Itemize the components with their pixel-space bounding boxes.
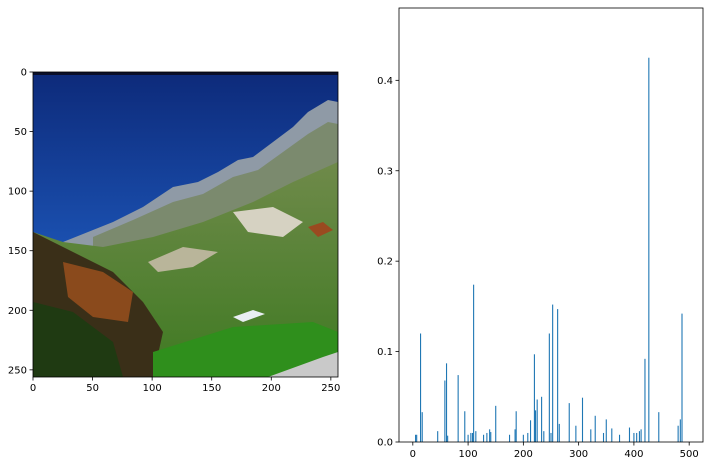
histogram-bar — [475, 431, 477, 442]
bar-y-tick-label: 0.2 — [377, 257, 393, 268]
histogram-bar — [534, 410, 537, 442]
histogram-bar — [648, 57, 650, 443]
histogram-bar — [445, 363, 448, 442]
histogram-bar — [490, 432, 492, 442]
histogram-bar — [575, 425, 577, 442]
bar-y-ticks: 0.0 0.1 0.2 0.3 0.4 — [377, 76, 399, 449]
histogram-bar — [628, 427, 631, 442]
histogram-bar — [677, 425, 679, 442]
histogram-bar — [679, 419, 681, 442]
histogram-bar — [514, 429, 516, 442]
histogram-bar — [508, 434, 511, 442]
histogram-bar — [483, 434, 485, 442]
histogram-bar — [681, 313, 683, 442]
histogram-bar — [444, 380, 446, 442]
bar-x-tick-label: 300 — [569, 449, 588, 460]
bar-panel: 0 100 200 300 400 500 0.0 0.1 0.2 0.3 0.4 — [377, 7, 704, 460]
histogram-bar — [590, 429, 592, 442]
histogram-bar — [420, 333, 422, 442]
histogram-bar — [618, 434, 621, 442]
histogram-bar — [541, 396, 543, 442]
histogram-bar — [605, 419, 607, 442]
histogram-bar — [529, 420, 532, 442]
histogram-bar — [550, 432, 552, 442]
image-x-tick-label: 200 — [262, 383, 281, 394]
histogram-bar — [421, 412, 423, 442]
histogram-bar — [416, 434, 418, 442]
image-y-tick-label: 0 — [21, 68, 27, 79]
histogram-bar — [495, 405, 497, 442]
image-x-tick-label: 50 — [86, 383, 99, 394]
histogram-bar — [533, 354, 535, 442]
histogram-bar — [486, 432, 488, 442]
histogram-bar — [447, 435, 449, 442]
bar-x-tick-label: 0 — [410, 449, 416, 460]
histogram-bar — [644, 358, 646, 442]
histogram-bar — [568, 403, 570, 442]
bar-x-tick-label: 100 — [459, 449, 478, 460]
histogram-bar — [543, 431, 545, 442]
histogram-bar — [471, 432, 474, 442]
histogram-bar — [552, 304, 554, 442]
bar-series — [415, 57, 683, 443]
histogram-bar — [527, 432, 529, 442]
histogram-bar — [640, 429, 642, 442]
image-y-tick-label: 200 — [8, 306, 27, 317]
image-x-tick-label: 250 — [321, 383, 340, 394]
bar-x-tick-label: 400 — [624, 449, 643, 460]
bar-y-tick-label: 0.0 — [377, 438, 393, 449]
histogram-bar — [489, 429, 491, 442]
histogram-bar — [581, 397, 584, 442]
histogram-bar — [611, 428, 613, 442]
histogram-bar — [415, 434, 417, 442]
image-x-ticks: 0 50 100 150 200 250 — [30, 377, 340, 394]
image-panel: 0 50 100 150 200 250 0 50 100 150 200 250 — [8, 68, 340, 395]
image-y-tick-label: 150 — [8, 246, 27, 257]
histogram-bar — [470, 432, 472, 442]
image-x-tick-label: 0 — [30, 383, 36, 394]
histogram-bar — [638, 431, 640, 442]
image-y-tick-label: 50 — [14, 127, 27, 138]
histogram-bar — [602, 432, 605, 442]
bar-x-ticks: 0 100 200 300 400 500 — [410, 442, 699, 460]
histogram-bar — [557, 309, 559, 442]
image-y-ticks: 0 50 100 150 200 250 — [8, 68, 33, 376]
bar-y-tick-label: 0.3 — [377, 166, 393, 177]
histogram-bar — [464, 411, 466, 442]
bar-y-tick-label: 0.1 — [377, 347, 393, 358]
histogram-bar — [522, 434, 524, 442]
bar-x-tick-label: 500 — [680, 449, 699, 460]
image-y-tick-label: 250 — [8, 365, 27, 376]
bar-y-tick-label: 0.4 — [377, 76, 393, 87]
bar-axes-frame — [398, 7, 704, 443]
histogram-bar — [658, 412, 660, 442]
histogram-bar — [437, 431, 439, 442]
histogram-bar — [515, 411, 517, 442]
histogram-bar — [594, 415, 596, 442]
histogram-bar — [558, 423, 560, 442]
histogram-bar — [467, 434, 469, 442]
histogram-bar — [636, 432, 638, 442]
histogram-bar — [548, 333, 550, 442]
histogram-bar — [473, 284, 475, 442]
mountain-photo — [33, 72, 338, 377]
histogram-bar — [457, 375, 459, 442]
image-y-tick-label: 100 — [8, 187, 27, 198]
histogram-bar — [633, 432, 635, 442]
bar-x-tick-label: 200 — [514, 449, 533, 460]
image-x-tick-label: 150 — [202, 383, 221, 394]
image-x-tick-label: 100 — [143, 383, 162, 394]
histogram-bar — [536, 399, 538, 442]
